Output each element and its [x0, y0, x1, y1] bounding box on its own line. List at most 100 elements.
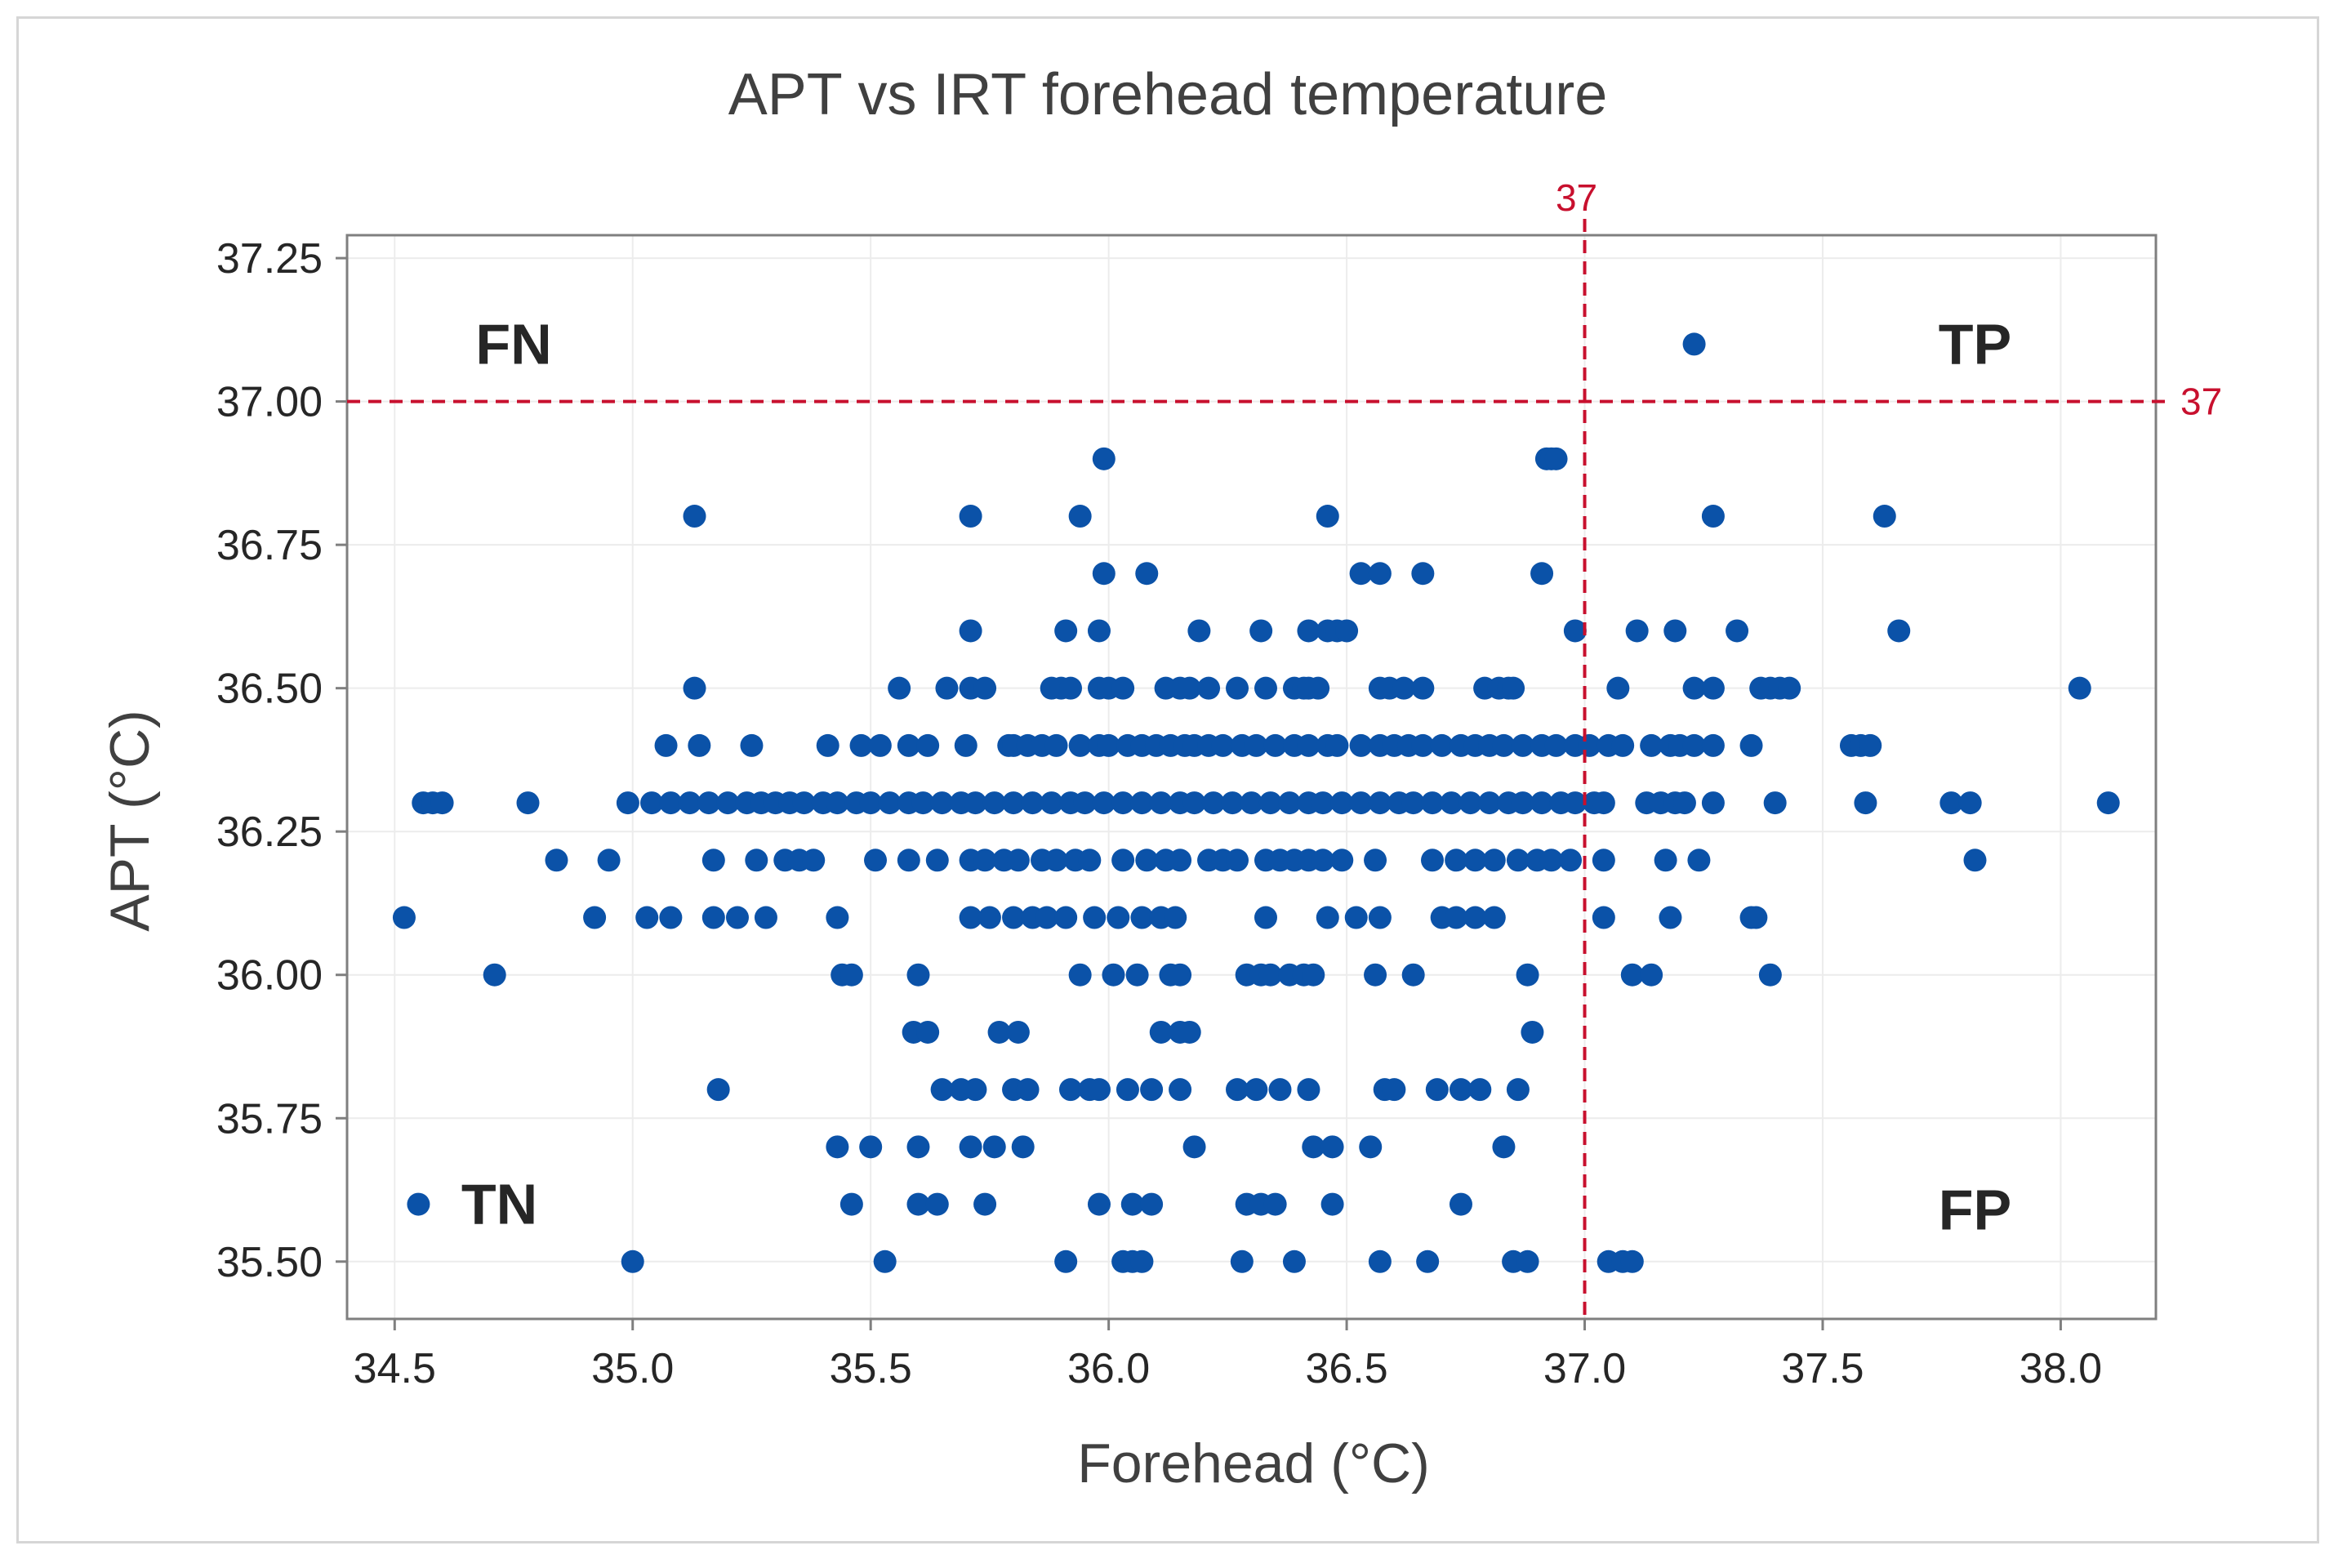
y-tick-label: 36.75: [216, 522, 323, 569]
data-point: [1083, 906, 1107, 929]
data-point: [1330, 791, 1354, 815]
data-point: [1197, 676, 1221, 700]
data-point: [1068, 733, 1092, 757]
data-point: [1416, 1250, 1440, 1273]
data-point: [1002, 906, 1026, 929]
data-point: [1739, 733, 1763, 757]
data-point: [964, 1078, 987, 1102]
data-point: [1449, 1192, 1472, 1216]
data-point: [1516, 1250, 1539, 1273]
data-point: [1006, 1020, 1030, 1044]
data-point: [1521, 1020, 1544, 1044]
data-point: [839, 963, 863, 987]
data-point: [659, 791, 683, 815]
data-point: [635, 906, 659, 929]
data-point: [1701, 676, 1725, 700]
x-tick-label: 38.0: [2020, 1345, 2102, 1392]
data-point: [597, 849, 621, 872]
data-point: [816, 733, 839, 757]
data-point: [1230, 1250, 1254, 1273]
data-point: [701, 906, 725, 929]
data-point: [964, 791, 987, 815]
data-point: [849, 733, 873, 757]
data-point: [1482, 906, 1506, 929]
data-point: [1530, 791, 1554, 815]
data-point: [1421, 791, 1444, 815]
data-point: [1445, 849, 1468, 872]
data-point: [1149, 1020, 1173, 1044]
data-point: [1107, 906, 1130, 929]
data-point: [1130, 791, 1154, 815]
data-point: [982, 1135, 1006, 1159]
data-point: [1221, 791, 1245, 815]
data-point: [1297, 733, 1320, 757]
data-point: [1102, 963, 1125, 987]
data-point: [1044, 849, 1068, 872]
data-point: [1640, 733, 1663, 757]
data-point: [1563, 791, 1587, 815]
data-point: [1330, 849, 1354, 872]
data-point: [1440, 791, 1463, 815]
data-point: [483, 963, 506, 987]
data-point: [1226, 849, 1249, 872]
data-point: [1254, 906, 1277, 929]
data-point: [1411, 562, 1435, 586]
data-point: [1169, 849, 1192, 872]
data-points: [392, 332, 2120, 1273]
data-point: [697, 791, 720, 815]
chart-title: APT vs IRT forehead temperature: [728, 62, 1608, 127]
data-point: [1302, 1135, 1325, 1159]
data-point: [1116, 1078, 1139, 1102]
data-point: [1278, 791, 1302, 815]
data-point: [1258, 791, 1282, 815]
data-point: [683, 505, 706, 528]
data-point: [1368, 562, 1392, 586]
data-point: [1958, 791, 1982, 815]
data-point: [888, 676, 911, 700]
data-point: [1516, 963, 1539, 987]
data-point: [740, 733, 764, 757]
data-point: [1078, 849, 1102, 872]
data-point: [1544, 447, 1568, 470]
data-point: [1563, 619, 1587, 643]
x-tick-label: 34.5: [354, 1345, 436, 1392]
data-point: [1335, 619, 1359, 643]
data-point: [1120, 1192, 1144, 1216]
data-point: [1130, 906, 1154, 929]
data-point: [1682, 676, 1706, 700]
quadrant-label-fn: FN: [475, 312, 551, 376]
data-point: [407, 1192, 430, 1216]
data-point: [1169, 963, 1192, 987]
data-point: [1087, 1192, 1111, 1216]
data-point: [897, 733, 920, 757]
data-point: [1297, 619, 1320, 643]
data-point: [1282, 1250, 1306, 1273]
data-point: [1245, 733, 1268, 757]
data-point: [826, 906, 849, 929]
data-point: [1316, 906, 1339, 929]
data-point: [1468, 1078, 1492, 1102]
data-point: [1606, 676, 1630, 700]
data-point: [1492, 733, 1516, 757]
data-point: [706, 1078, 730, 1102]
data-point: [621, 1250, 644, 1273]
data-point: [1620, 963, 1644, 987]
data-point: [1859, 733, 1882, 757]
data-point: [1268, 1078, 1292, 1102]
data-point: [545, 849, 568, 872]
data-point: [1463, 849, 1487, 872]
data-point: [2096, 791, 2120, 815]
data-point: [1297, 1078, 1320, 1102]
y-tick-label: 37.00: [216, 379, 323, 426]
data-point: [1726, 619, 1749, 643]
data-point: [1463, 906, 1487, 929]
data-point: [754, 906, 777, 929]
data-point: [1492, 1135, 1516, 1159]
data-point: [906, 1192, 930, 1216]
data-point: [1035, 906, 1058, 929]
data-point: [1411, 676, 1435, 700]
data-point: [1701, 791, 1725, 815]
data-point: [859, 1135, 883, 1159]
vertical-reference-label: 37: [1556, 176, 1597, 219]
data-point: [1663, 619, 1687, 643]
